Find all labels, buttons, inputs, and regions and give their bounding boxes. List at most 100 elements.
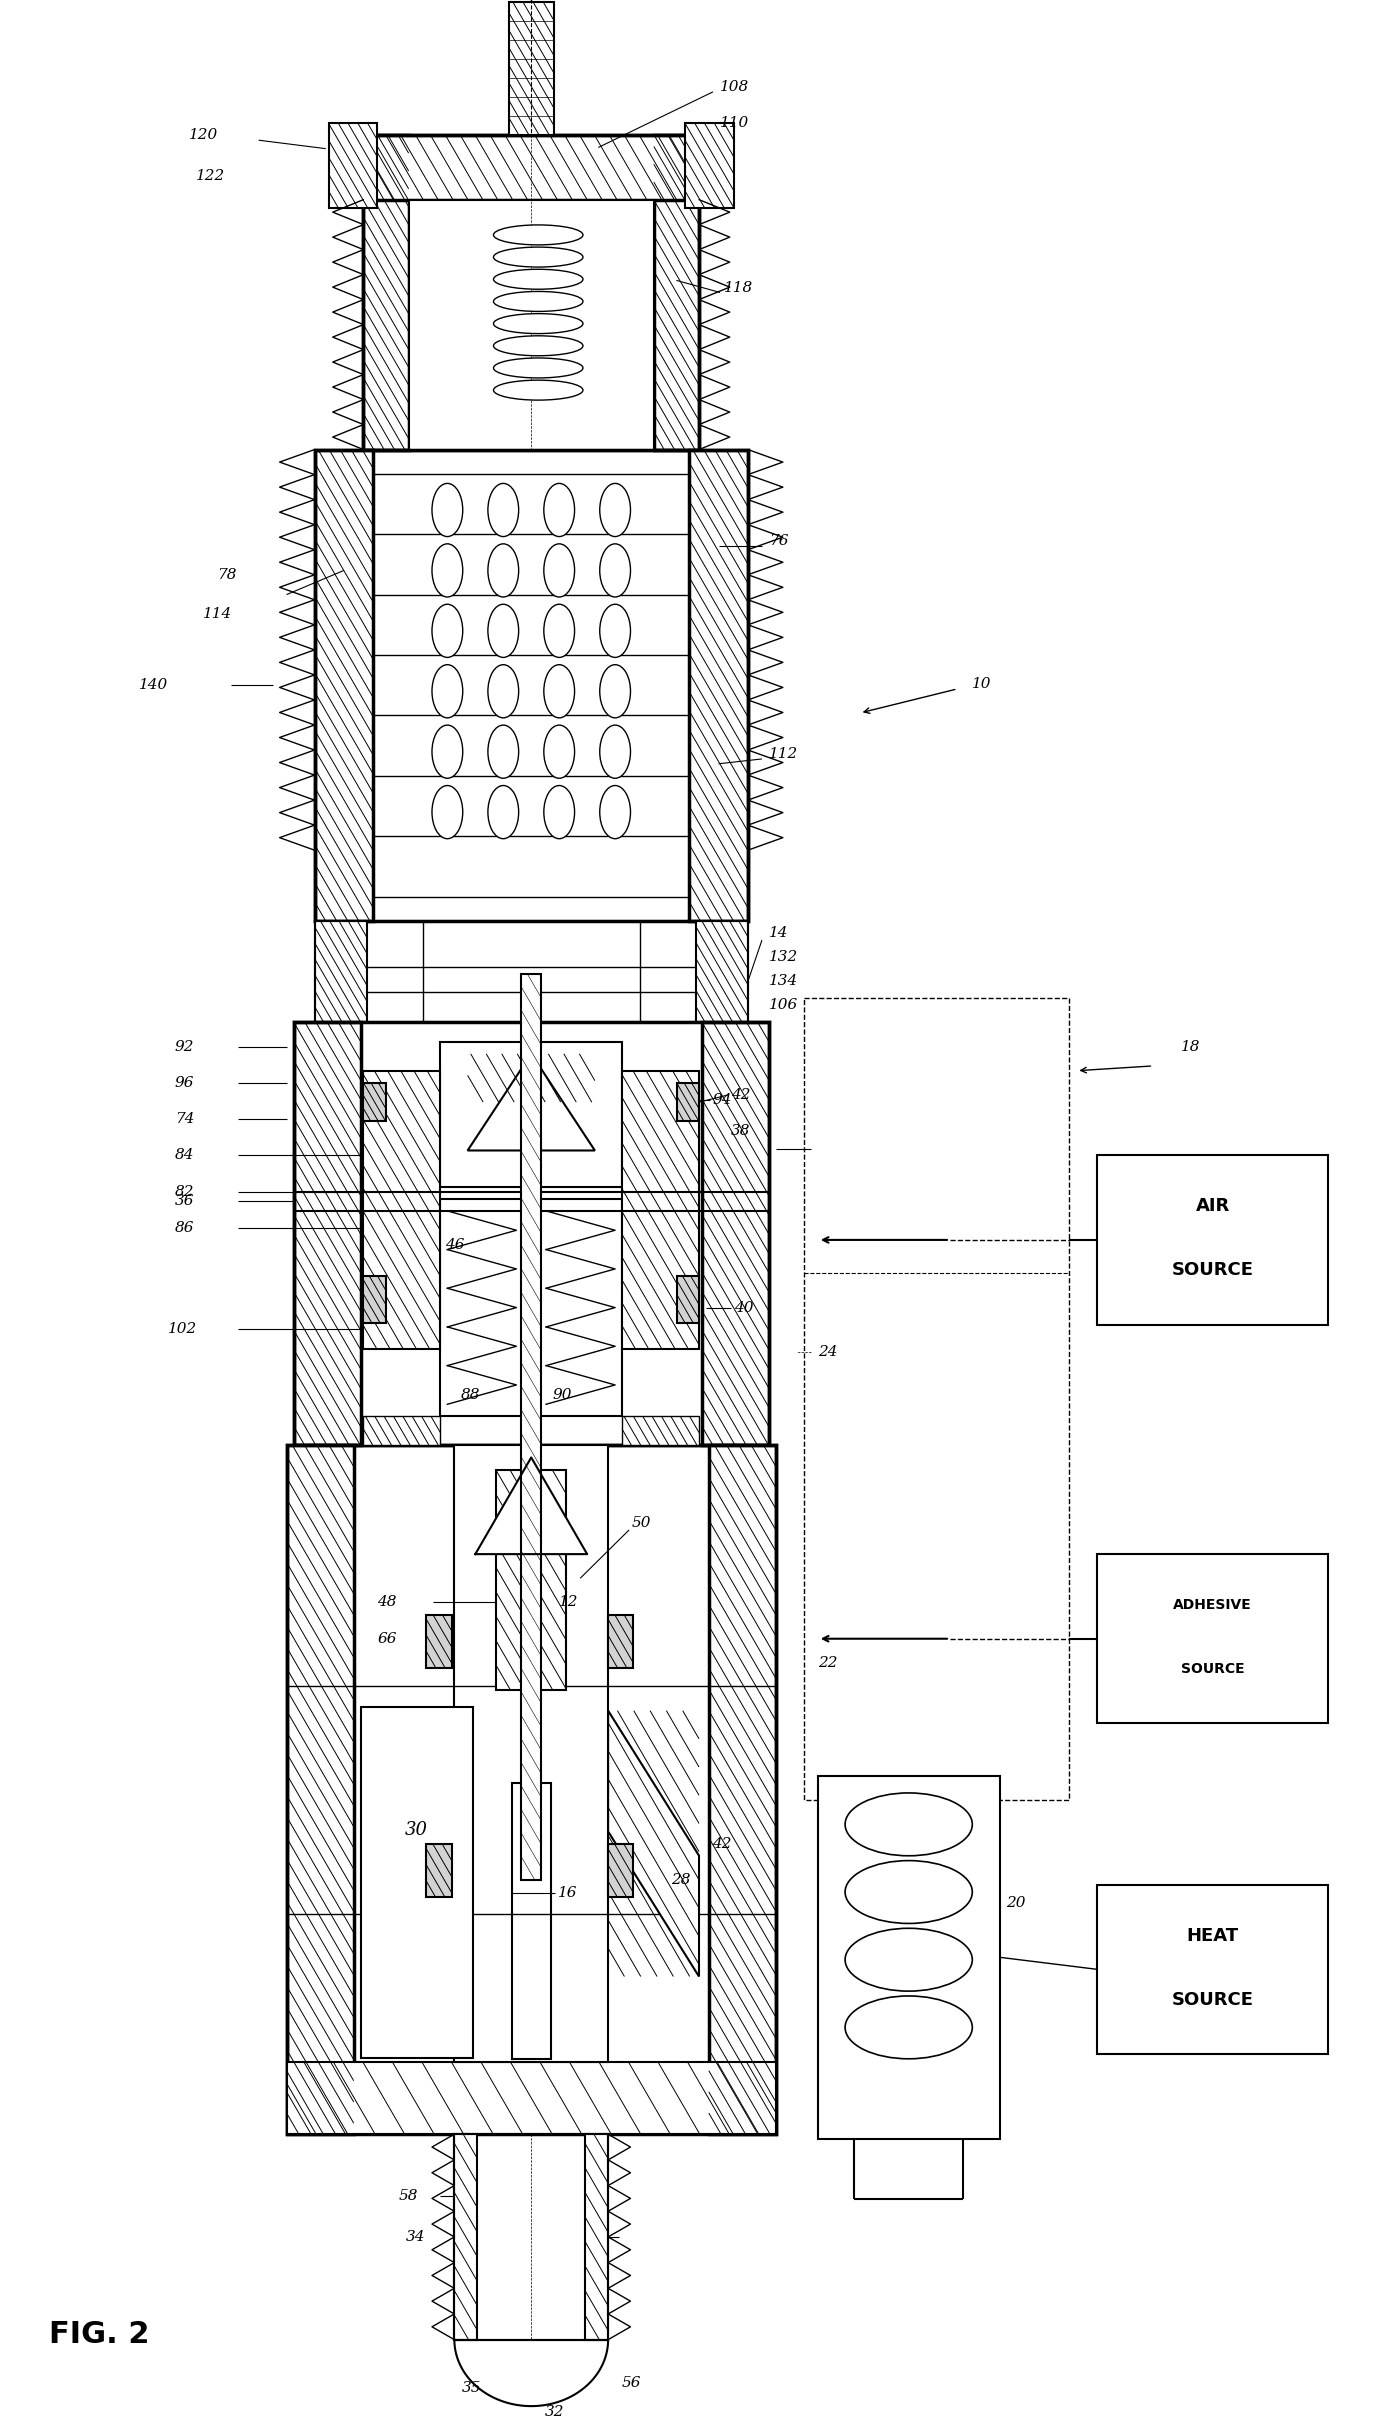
Text: 16: 16 [558,1885,577,1900]
Bar [608,1615,633,1668]
Text: 66: 66 [377,1631,397,1646]
Ellipse shape [493,292,583,312]
Text: 48: 48 [377,1595,397,1610]
Bar [329,123,377,208]
Text: 114: 114 [203,607,232,621]
Text: 46: 46 [445,1238,464,1252]
Text: 30: 30 [405,1820,428,1839]
Circle shape [600,544,630,597]
Circle shape [488,544,519,597]
Bar [363,135,408,450]
Text: 22: 22 [818,1656,837,1670]
Text: 96: 96 [175,1076,194,1090]
Bar [363,1071,440,1349]
Text: ADHESIVE: ADHESIVE [1173,1598,1253,1612]
Bar [361,1706,473,2057]
Bar [1097,1885,1328,2054]
Ellipse shape [493,314,583,334]
Bar [287,2062,776,2134]
Text: 132: 132 [769,950,798,964]
Bar [584,2134,608,2340]
Text: 122: 122 [196,169,225,184]
Text: 134: 134 [769,974,798,989]
Circle shape [432,544,463,597]
Bar [1097,1554,1328,1723]
Bar [363,1276,386,1322]
Ellipse shape [493,379,583,401]
Ellipse shape [493,247,583,266]
Text: 34: 34 [405,2231,425,2243]
Circle shape [432,725,463,778]
Circle shape [600,604,630,657]
Bar [689,450,748,921]
Bar [426,1615,452,1668]
Bar [315,450,748,921]
Bar [608,1844,633,1897]
Bar [685,123,734,208]
Circle shape [600,665,630,718]
Bar [804,998,1069,1801]
Text: 74: 74 [175,1112,194,1126]
Bar [608,1711,699,1977]
Text: 28: 28 [671,1873,691,1888]
Text: 10: 10 [972,677,991,691]
Circle shape [488,604,519,657]
Text: FIG. 2: FIG. 2 [49,2320,150,2349]
Circle shape [544,604,575,657]
Bar [315,921,366,1022]
Text: 82: 82 [175,1184,194,1199]
Bar [512,1784,551,2059]
Bar [709,1445,776,2134]
Text: SOURCE: SOURCE [1181,1663,1244,1675]
Bar [622,1416,699,1445]
Circle shape [488,725,519,778]
Text: 56: 56 [622,2376,642,2390]
Bar [654,135,699,450]
Bar [454,2134,608,2340]
Bar [363,135,699,201]
Text: 35: 35 [461,2381,481,2395]
Circle shape [600,483,630,537]
Bar [454,2134,478,2340]
Ellipse shape [493,268,583,290]
Text: 88: 88 [461,1387,481,1402]
Bar [1097,1155,1328,1325]
Bar [818,1776,1000,2139]
Text: 18: 18 [1181,1039,1201,1054]
Bar [426,1844,452,1897]
Text: 20: 20 [1007,1895,1026,1909]
Text: 106: 106 [769,998,798,1013]
Text: 40: 40 [734,1300,754,1315]
Bar [287,1445,354,2134]
Polygon shape [475,1457,587,1554]
Circle shape [432,604,463,657]
Text: 24: 24 [818,1346,837,1358]
Text: 12: 12 [559,1595,579,1610]
Bar [454,1445,608,2062]
Circle shape [488,786,519,839]
Text: 110: 110 [720,116,749,131]
Bar [363,1083,386,1121]
Text: 94: 94 [713,1092,733,1107]
Polygon shape [608,1711,699,1977]
Circle shape [432,483,463,537]
Bar [496,1470,566,1689]
Bar [363,1416,440,1445]
Bar [363,135,699,450]
Circle shape [544,665,575,718]
Bar [509,2,554,135]
Circle shape [600,725,630,778]
Text: 58: 58 [398,2190,418,2202]
Text: SOURCE: SOURCE [1172,1992,1254,2009]
Bar [702,1022,769,1445]
Text: 50: 50 [632,1515,651,1530]
Bar [408,201,654,450]
Circle shape [544,725,575,778]
Text: 42: 42 [712,1837,731,1851]
Ellipse shape [493,225,583,244]
Text: HEAT: HEAT [1187,1926,1239,1946]
Text: 42: 42 [731,1088,751,1102]
Text: 14: 14 [769,926,788,940]
Bar [696,921,748,1022]
Bar [440,1042,622,1187]
